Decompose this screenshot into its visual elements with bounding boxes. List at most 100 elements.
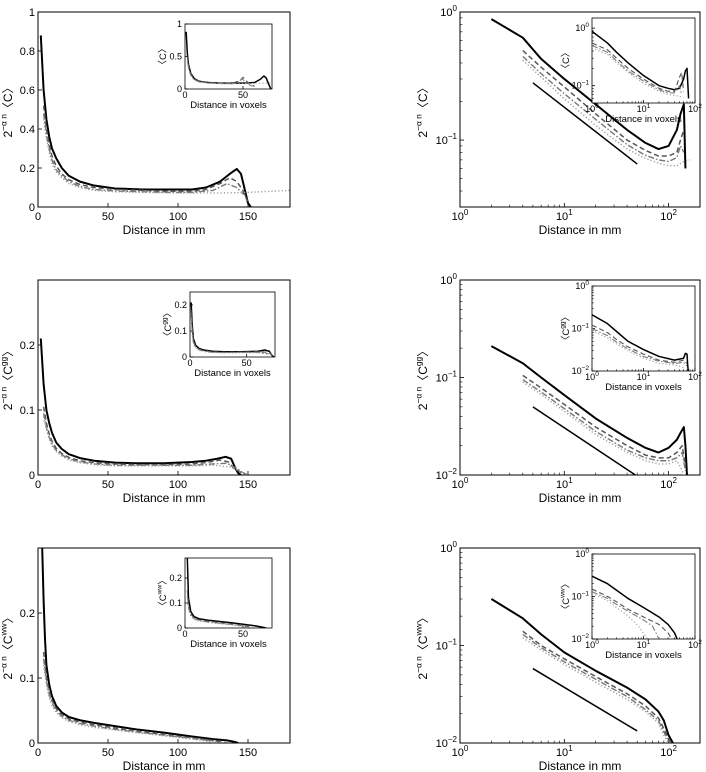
- x-axis-label: Distance in mm: [539, 759, 622, 772]
- ylabel-variable: C: [561, 57, 572, 64]
- x-tick-exponent: 1: [568, 476, 573, 485]
- inset-series-line-solid: [592, 314, 690, 371]
- y-tick-label: 1: [29, 7, 35, 19]
- x-tick-label: 150: [239, 211, 257, 223]
- ylabel-variable-superscript: gg: [162, 317, 169, 325]
- inset-plot-p1: 0 50 0 0.5 1 Distance in voxels 〈C〉: [158, 19, 273, 111]
- series-line-solid: [41, 548, 239, 743]
- y-tick-label: 10−2: [572, 365, 590, 376]
- ylabel-bracket-left: 〈: [1, 375, 15, 387]
- series-line-dashed: [522, 49, 685, 157]
- x-tick-label: 100: [169, 747, 187, 759]
- inset-x-axis-label: Distance in voxels: [190, 639, 267, 650]
- x-tick-label: 100: [585, 103, 599, 114]
- series-line-reference: [532, 406, 636, 475]
- ylabel-variable: C: [1, 93, 15, 102]
- series-line-dotted: [42, 416, 249, 475]
- y-axis-label: 2−α n〈Cww〉: [0, 611, 15, 679]
- y-tick-exponent: −1: [582, 323, 590, 330]
- x-tick-label: 102: [660, 476, 677, 491]
- y-tick-exponent: 0: [585, 22, 589, 29]
- y-tick-label: 10−2: [572, 633, 590, 644]
- x-tick-label: 0: [187, 358, 192, 368]
- y-tick-exponent: −1: [448, 370, 458, 379]
- y-tick-exponent: 0: [585, 548, 589, 555]
- series-line-dotted: [42, 119, 290, 194]
- x-tick-exponent: 2: [673, 208, 678, 217]
- series-line-dashed: [42, 105, 251, 204]
- y-tick-label: 10−1: [436, 638, 458, 653]
- x-tick-label: 101: [637, 639, 651, 650]
- x-tick-label: 150: [239, 747, 257, 759]
- inset-series-line-dashdot: [592, 591, 660, 639]
- inset-y-axis-label: 〈Cww〉: [157, 575, 169, 611]
- x-tick-label: 100: [452, 208, 469, 223]
- y-tick-label: 0.4: [20, 124, 35, 136]
- x-tick-exponent: 0: [464, 476, 469, 485]
- ylabel-bracket-right: 〉: [416, 81, 430, 93]
- x-axis-label: Distance in mm: [123, 491, 206, 505]
- ylabel-bracket-left: 〈: [416, 644, 430, 656]
- x-tick-exponent: 1: [647, 639, 651, 646]
- y-tick-label: 0.1: [20, 673, 35, 685]
- ylabel-variable: C: [416, 635, 430, 644]
- ylabel-variable: C: [1, 635, 15, 644]
- y-tick-label: 100: [440, 272, 457, 287]
- x-tick-label: 102: [660, 208, 677, 223]
- y-tick-label: 0.2: [174, 300, 187, 310]
- x-axis-label: Distance in mm: [123, 759, 206, 772]
- x-tick-label: 100: [585, 371, 599, 382]
- ylabel-bracket-right: 〉: [561, 312, 572, 322]
- ylabel-bracket-right: 〉: [1, 81, 15, 93]
- x-tick-exponent: 1: [647, 103, 651, 110]
- ylabel-bracket-right: 〉: [416, 345, 430, 357]
- ylabel-bracket-left: 〈: [1, 644, 15, 656]
- y-tick-label: 0.2: [20, 163, 35, 175]
- x-axis-label: Distance in mm: [539, 491, 622, 505]
- ylabel-base: 2: [1, 403, 15, 410]
- y-tick-exponent: −2: [448, 467, 458, 476]
- y-tick-exponent: 0: [453, 272, 458, 281]
- x-tick-label: 102: [660, 744, 677, 759]
- y-tick-exponent: 0: [453, 4, 458, 13]
- y-tick-exponent: −1: [582, 80, 590, 87]
- x-tick-exponent: 2: [673, 744, 678, 753]
- ylabel-exponent: −α n: [0, 114, 9, 131]
- y-axis-label: 2−α n〈Cww〉: [414, 611, 430, 679]
- x-tick-label: 102: [688, 103, 702, 114]
- ylabel-variable: C: [158, 594, 169, 601]
- ylabel-exponent: −α n: [0, 656, 9, 673]
- x-tick-label: 0: [182, 90, 187, 100]
- series-line-solid: [490, 598, 674, 743]
- y-axis-label: 2−α n〈C〉: [0, 81, 15, 137]
- inset-series-line-dashed: [186, 590, 253, 628]
- inset-series-line-solid: [592, 575, 678, 639]
- x-tick-label: 50: [242, 358, 252, 368]
- inset-series-line-dotted: [186, 61, 272, 85]
- ylabel-bracket-left: 〈: [158, 60, 169, 70]
- y-tick-label: 0: [182, 352, 187, 362]
- series-line-reference: [532, 82, 638, 165]
- inset-series-line-solid: [592, 30, 690, 99]
- ylabel-bracket-left: 〈: [158, 601, 169, 611]
- y-tick-label: 1: [177, 19, 182, 29]
- x-tick-exponent: 2: [698, 103, 702, 110]
- ylabel-base: 2: [1, 131, 15, 138]
- inset-axes-frame: [184, 557, 273, 629]
- ylabel-bracket-right: 〉: [561, 48, 572, 58]
- inset-series-line-dashed: [592, 588, 673, 639]
- inset-series-line-dotted: [592, 592, 649, 639]
- inset-series-line-solid: [186, 558, 267, 628]
- ylabel-variable: C: [163, 325, 174, 332]
- ylabel-variable: C: [561, 598, 572, 605]
- y-tick-label: 0.2: [20, 340, 35, 352]
- series-line-solid: [39, 338, 242, 475]
- y-axis-label: 2−α n〈Cgg〉: [414, 345, 430, 410]
- y-tick-label: 0.8: [20, 46, 35, 58]
- y-tick-label: 10−1: [436, 132, 458, 147]
- x-tick-exponent: 2: [698, 639, 702, 646]
- series-line-dotted: [522, 637, 670, 743]
- ylabel-exponent: −α n: [414, 656, 424, 673]
- x-tick-label: 101: [556, 744, 573, 759]
